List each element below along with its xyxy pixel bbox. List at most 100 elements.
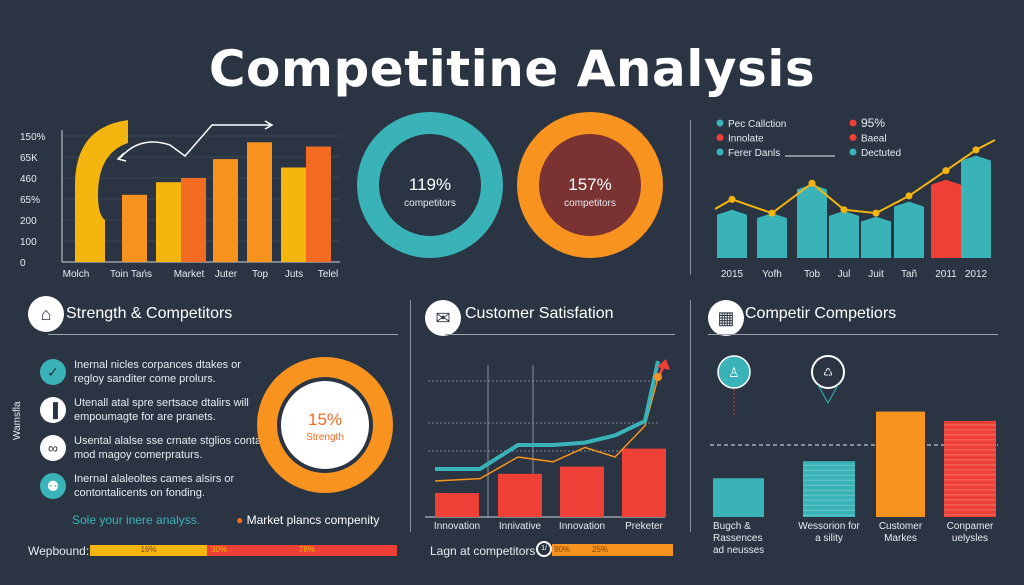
x-tick-label: Juter xyxy=(215,269,238,280)
x-tick-label: 2015 xyxy=(721,269,744,280)
line-point xyxy=(972,146,980,154)
arrow-head-icon xyxy=(264,120,274,130)
strength-donut: 15% Strength xyxy=(257,357,393,493)
x-tick-label: ad neusses xyxy=(713,545,764,556)
location-pin-icon xyxy=(811,355,845,389)
footer-right: ● Market plancs compenity xyxy=(236,513,380,527)
x-tick-label: Juit xyxy=(868,269,884,280)
building-icon: ⌂ xyxy=(28,296,64,332)
arc-shape xyxy=(75,120,128,262)
bar xyxy=(306,146,331,262)
legend-label: Dectuted xyxy=(861,148,901,159)
bar xyxy=(713,478,764,517)
divider xyxy=(690,120,691,275)
legend-label: Ferer Danls xyxy=(728,148,780,159)
store-icon: ▦ xyxy=(708,300,744,336)
bar xyxy=(622,448,666,517)
arrow-head-icon xyxy=(116,152,127,162)
segment-1: 16% xyxy=(90,545,207,556)
mail-icon: ✉ xyxy=(425,300,461,336)
y-tick-label: 100 xyxy=(20,237,37,248)
bar xyxy=(213,159,238,262)
bar xyxy=(122,194,147,262)
x-tick-label: Juts xyxy=(285,269,303,280)
y-tick-label: 65% xyxy=(20,195,40,206)
x-tick-label: Market xyxy=(174,269,205,280)
list-item-text: Utenall atal spre sertsace dtalirs will … xyxy=(74,397,249,423)
strength-title: Strength & Competitors xyxy=(66,305,233,322)
legend-marker xyxy=(716,134,724,141)
list-item: ⚉ Inernal alaleoltes cames alsirs or cont… xyxy=(40,472,264,500)
bar xyxy=(894,201,924,258)
x-tick-label: Tañ xyxy=(901,269,917,280)
list-item: ∞ Usental alalse sse crnate stglios conta… xyxy=(40,434,264,462)
svg-text:♙: ♙ xyxy=(728,365,740,380)
y-tick-label: 150% xyxy=(20,132,46,143)
legend-label: Innolate xyxy=(728,134,764,145)
bar xyxy=(803,461,855,517)
x-tick-label: a sility xyxy=(815,533,843,544)
trend-line xyxy=(714,139,996,215)
divider xyxy=(690,300,691,532)
list-item-text: Inernal nicles corpances dtakes or reglo… xyxy=(74,359,241,385)
competitors-title: Competir Competiors xyxy=(745,305,897,322)
seg-b: 25% xyxy=(592,545,609,554)
satisfaction-chart: Innovation Innivative Innovation Preketer xyxy=(425,359,670,532)
x-tick-label: Innivative xyxy=(499,521,542,532)
y-tick-label: 200 xyxy=(20,216,37,227)
top-left-bar-chart: 0 100 200 65% 460 65K 150% Molch Toin Tańs Market… xyxy=(20,120,340,280)
bar xyxy=(247,142,272,262)
divider xyxy=(708,334,998,335)
y-tick-label: 0 xyxy=(20,258,26,269)
line-point xyxy=(768,209,776,217)
legend-marker xyxy=(849,134,857,141)
arrow-up-icon xyxy=(657,359,670,370)
list-item: ✓ Inernal nicles corpances dtakes or regl… xyxy=(40,358,264,386)
segmented-bar: 16% 30% 78% xyxy=(90,545,397,556)
bar xyxy=(435,493,479,517)
x-tick-label: Customer xyxy=(879,521,923,532)
x-tick-label: Conpamer xyxy=(947,521,994,532)
bar-label: Wepbound: xyxy=(28,544,90,558)
x-tick-label: 2011 xyxy=(935,269,957,280)
x-tick-label: Molch xyxy=(63,269,90,280)
legend-label: 95% xyxy=(861,116,885,130)
legend-marker xyxy=(849,119,857,127)
bar xyxy=(181,178,206,262)
donut-orange-value: 157% xyxy=(568,175,611,194)
chart-icon: ▐ xyxy=(40,397,66,423)
line-point xyxy=(840,206,848,214)
legend-marker xyxy=(849,148,857,156)
legend-label: Pec Callction xyxy=(728,119,786,130)
line-point xyxy=(872,209,880,217)
bar xyxy=(717,209,747,258)
legend-label: Baeal xyxy=(861,134,887,145)
x-tick-label: Wessorion for xyxy=(798,521,860,532)
donut-charts: 119% competitors 157% competitors xyxy=(357,112,663,258)
bar xyxy=(281,167,306,262)
bar xyxy=(961,155,991,258)
person-icon: ⚉ xyxy=(40,473,66,499)
badge: 1/ xyxy=(536,541,552,557)
donut-teal-label: competitors xyxy=(404,198,456,209)
legend-marker xyxy=(716,119,724,127)
x-tick-label: Bugch & xyxy=(713,521,751,532)
y-tick-label: 460 xyxy=(20,174,37,185)
arrow-line xyxy=(119,124,270,159)
x-tick-label: Tob xyxy=(804,269,821,280)
satisfaction-bar-label: Lagn at competitors xyxy=(430,544,536,558)
footer-right-text: Market plancs compenity xyxy=(246,513,380,527)
donut-orange-center xyxy=(519,114,661,256)
list-item-text: Inernal alaleoltes cames alsirs or conto… xyxy=(74,473,235,499)
divider xyxy=(48,334,398,335)
line-point xyxy=(942,167,950,175)
x-tick-label: Rassences xyxy=(713,533,762,544)
x-tick-label: Telel xyxy=(318,269,339,280)
strength-label: Strength xyxy=(306,432,344,443)
bar xyxy=(560,466,604,517)
bar xyxy=(931,179,961,258)
x-tick-label: Jul xyxy=(838,269,851,280)
list-item-text: Usental alalse sse crnate stglios conta … xyxy=(74,435,262,461)
link-icon: ∞ xyxy=(40,435,66,461)
